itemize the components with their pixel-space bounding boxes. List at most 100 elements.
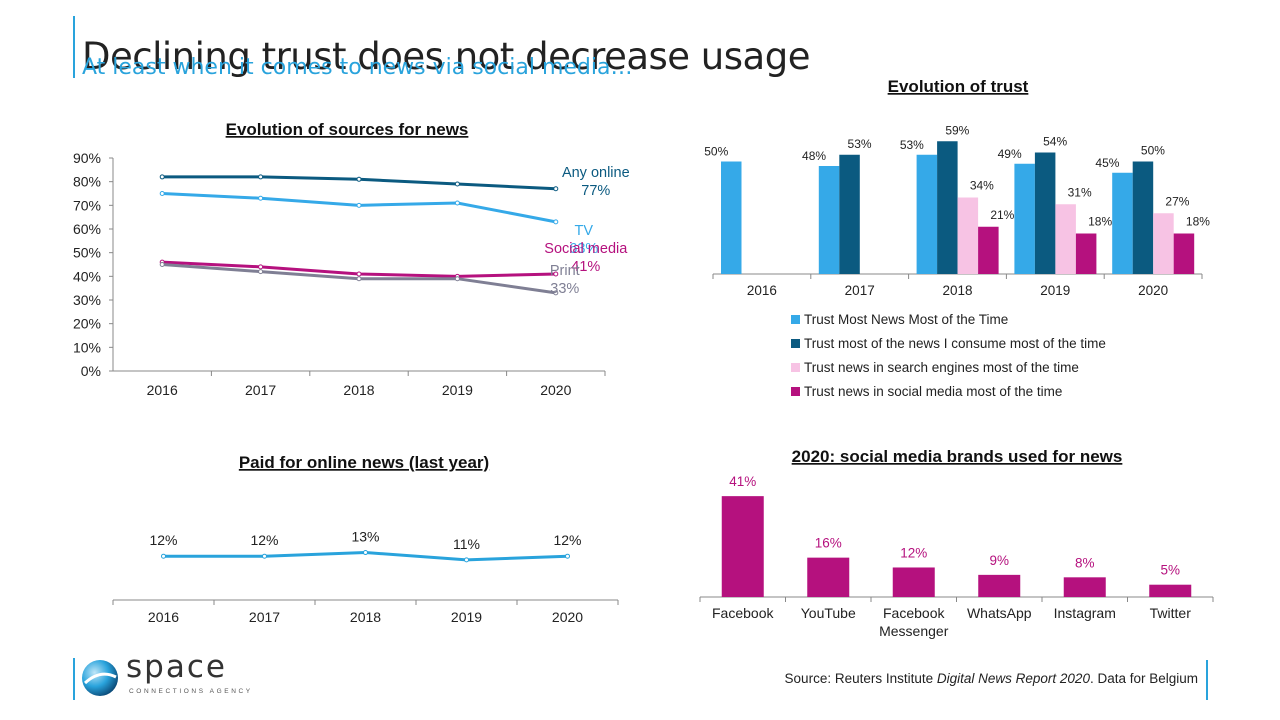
page-subtitle: At least when it comes to news via socia…: [82, 55, 633, 80]
logo-tagline: CONNECTIONS AGENCY: [129, 688, 253, 695]
data-point: [159, 262, 165, 267]
series-label: Print: [550, 263, 580, 279]
legend-label: Trust news in search engines most of the…: [804, 360, 1079, 375]
bar: [1055, 204, 1076, 274]
bar: [1149, 584, 1192, 597]
bar-label: 53%: [900, 138, 924, 152]
data-point: [258, 269, 264, 275]
logo-wordmark: space: [126, 649, 227, 685]
y-tick-label: 80%: [73, 174, 101, 190]
x-tick-label: Messenger: [879, 623, 949, 639]
bar-label: 9%: [989, 553, 1009, 568]
data-point: [454, 200, 460, 206]
bar: [1112, 172, 1133, 274]
data-point: [356, 271, 362, 277]
y-tick-label: 20%: [73, 316, 101, 332]
bar: [1034, 152, 1056, 274]
x-tick-label: 2016: [148, 609, 179, 625]
bar-label: 54%: [1043, 135, 1067, 149]
x-tick-label: Instagram: [1054, 605, 1116, 621]
series-label: Any online: [562, 165, 630, 181]
globe-icon: [82, 660, 118, 696]
data-point: [258, 264, 264, 270]
bar: [1132, 161, 1154, 274]
series-end-value: 41%: [571, 259, 600, 275]
data-point: [464, 557, 469, 563]
bar-label: 5%: [1160, 563, 1180, 578]
data-point: [159, 174, 165, 180]
x-tick-label: 2017: [249, 609, 280, 625]
legend-swatch: [791, 363, 800, 372]
data-point: [356, 202, 362, 208]
x-tick-label: WhatsApp: [967, 605, 1032, 621]
bar-label: 12%: [900, 545, 927, 560]
x-tick-label: 2019: [1040, 283, 1070, 298]
bar-label: 48%: [802, 149, 826, 163]
x-tick-label: 2020: [1138, 283, 1168, 298]
x-tick-label: 2016: [147, 382, 178, 398]
bar-label: 45%: [1095, 156, 1119, 170]
bar: [807, 557, 850, 597]
bar: [818, 166, 840, 274]
bar-label: 49%: [998, 147, 1022, 161]
legend-label: Trust news in social media most of the t…: [804, 384, 1062, 399]
chart-social-media-brands: 2020: social media brands used for news 4…: [699, 447, 1214, 639]
legend-label: Trust Most News Most of the Time: [804, 312, 1008, 327]
bar-label: 50%: [1141, 144, 1165, 158]
source-suffix: . Data for Belgium: [1089, 671, 1198, 686]
bar-label: 50%: [704, 145, 728, 159]
bar: [1153, 213, 1174, 274]
data-point: [553, 186, 559, 192]
data-point: [258, 195, 264, 201]
data-point: [565, 553, 570, 559]
series-label: TV: [575, 223, 594, 239]
page-title: Declining trust does not decrease usage: [82, 34, 810, 78]
data-label: 12%: [250, 532, 278, 548]
bar-label: 53%: [848, 137, 872, 151]
x-tick-label: Facebook: [883, 605, 945, 621]
data-point: [454, 276, 460, 282]
logo-accent-bar: [73, 658, 75, 700]
bar: [1063, 577, 1106, 597]
legend-swatch: [791, 339, 800, 348]
y-tick-label: 30%: [73, 292, 101, 308]
chart-title: Paid for online news (last year): [239, 453, 489, 472]
data-point: [356, 176, 362, 182]
x-tick-label: 2017: [245, 382, 276, 398]
source-report-name: Digital News Report 2020: [936, 671, 1090, 686]
source-prefix: Source: Reuters Institute: [784, 671, 937, 686]
data-point: [258, 174, 264, 180]
chart-title: 2020: social media brands used for news: [792, 447, 1123, 466]
bar: [892, 567, 935, 597]
space-logo: space CONNECTIONS AGENCY: [80, 649, 253, 705]
chart-evolution-of-trust: Evolution of trust 2016 2017 2018 2019 2020 50…: [704, 77, 1210, 399]
data-point: [356, 276, 362, 282]
x-tick-label: 2018: [343, 382, 374, 398]
chart-title: Evolution of sources for news: [226, 120, 469, 139]
legend-swatch: [791, 387, 800, 396]
x-tick-label: Twitter: [1150, 605, 1192, 621]
data-label: 11%: [453, 536, 480, 552]
data-label: 13%: [351, 529, 379, 545]
legend-label: Trust most of the news I consume most of…: [804, 336, 1106, 351]
source-accent-bar: [1206, 660, 1208, 700]
series-label: Social media: [544, 241, 628, 257]
x-tick-label: 2020: [552, 609, 583, 625]
series-end-value: 33%: [550, 281, 579, 297]
bar-label: 21%: [990, 208, 1014, 222]
bar-label: 18%: [1088, 215, 1112, 229]
bar: [839, 154, 860, 274]
title-accent-bar: [73, 16, 75, 78]
data-point: [553, 271, 559, 277]
data-label: 12%: [149, 532, 177, 548]
bar-label: 27%: [1165, 194, 1189, 208]
x-tick-label: Facebook: [712, 605, 774, 621]
source-note: Source: Reuters Institute Digital News R…: [785, 671, 1198, 686]
data-label: 12%: [553, 532, 581, 548]
y-tick-label: 60%: [73, 221, 101, 237]
chart-paid-for-online-news: Paid for online news (last year) 2016 2017…: [112, 453, 619, 625]
x-tick-label: 2016: [747, 283, 777, 298]
data-point: [553, 219, 559, 225]
x-tick-label: 2019: [451, 609, 482, 625]
